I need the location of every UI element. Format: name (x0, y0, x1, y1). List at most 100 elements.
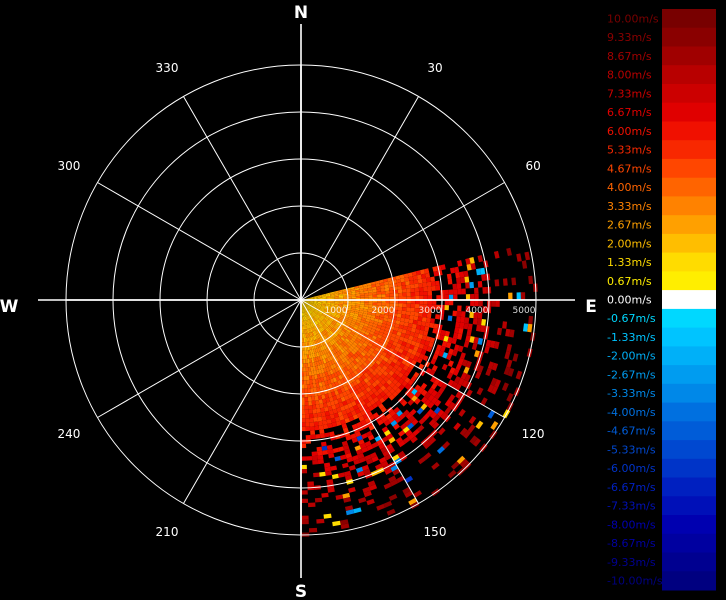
velocity-cell (330, 400, 335, 406)
velocity-cell (362, 336, 367, 341)
velocity-cell (461, 288, 466, 295)
velocity-cell (331, 404, 337, 410)
velocity-cell (313, 387, 318, 393)
velocity-cell (502, 278, 508, 286)
velocity-cell (405, 412, 413, 420)
velocity-data-layer (301, 247, 538, 537)
velocity-cell (348, 487, 356, 493)
velocity-cell (326, 401, 332, 407)
velocity-cell (342, 376, 348, 383)
velocity-cell (364, 440, 372, 447)
velocity-cell (325, 307, 330, 310)
velocity-cell (451, 337, 457, 345)
velocity-cell (342, 400, 348, 406)
velocity-cell (319, 322, 323, 327)
velocity-cell (420, 396, 428, 404)
velocity-cell (308, 409, 313, 414)
velocity-cell (319, 386, 324, 391)
velocity-cell (349, 312, 355, 316)
velocity-cell (340, 405, 346, 412)
velocity-cell (315, 307, 320, 310)
velocity-cell (306, 333, 309, 338)
velocity-cell (311, 307, 315, 310)
velocity-cell (377, 419, 384, 426)
velocity-cell (411, 388, 418, 396)
velocity-cell (309, 301, 314, 304)
velocity-cell (440, 290, 445, 296)
velocity-cell (391, 333, 397, 338)
velocity-cell (337, 309, 342, 312)
velocity-cell (333, 319, 338, 323)
velocity-cell (314, 330, 318, 335)
velocity-cell (306, 350, 309, 355)
velocity-cell (451, 461, 460, 470)
velocity-cell (343, 371, 349, 377)
velocity-cell (311, 451, 318, 457)
velocity-cell (316, 450, 323, 456)
velocity-cell (372, 294, 378, 298)
velocity-cell (429, 337, 436, 344)
velocity-cell (340, 396, 346, 402)
velocity-cell (383, 376, 389, 383)
velocity-cell (433, 323, 439, 329)
velocity-cell (330, 340, 335, 345)
velocity-cell (395, 275, 401, 280)
velocity-cell (302, 316, 304, 321)
velocity-cell (336, 371, 341, 376)
velocity-cell (351, 292, 356, 295)
velocity-cell (323, 513, 332, 519)
velocity-cell (364, 454, 372, 461)
velocity-cell (406, 288, 411, 293)
velocity-cell (308, 341, 311, 346)
velocity-cell (366, 370, 372, 376)
velocity-cell (394, 346, 400, 352)
velocity-cell (322, 385, 327, 391)
velocity-cell (326, 296, 331, 299)
velocity-cell (314, 310, 318, 314)
velocity-cell (378, 331, 384, 337)
velocity-cell (305, 300, 310, 302)
velocity-cell (304, 342, 306, 347)
velocity-cell (337, 446, 345, 452)
velocity-cell (419, 291, 424, 296)
velocity-cell (324, 432, 330, 438)
velocity-cell (414, 391, 421, 398)
velocity-cell (362, 361, 368, 367)
velocity-cell (414, 283, 419, 289)
velocity-cell (383, 314, 389, 319)
velocity-cell (506, 247, 512, 256)
velocity-cell (402, 303, 407, 308)
range-label: 1000 (325, 306, 348, 316)
velocity-cell (321, 415, 327, 421)
velocity-cell (335, 494, 344, 500)
velocity-cell (477, 281, 483, 288)
velocity-cell (351, 354, 357, 360)
velocity-cell (332, 363, 337, 369)
velocity-cell (481, 319, 487, 326)
velocity-cell (322, 297, 327, 299)
velocity-cell (376, 394, 383, 400)
velocity-cell (314, 309, 319, 313)
velocity-cell (311, 340, 314, 346)
velocity-cell (402, 288, 407, 293)
velocity-cell (369, 331, 375, 336)
velocity-cell (353, 375, 359, 381)
velocity-cell (312, 404, 317, 410)
velocity-cell (308, 303, 313, 306)
legend-label: -6.67m/s (607, 481, 656, 494)
velocity-cell (454, 376, 461, 384)
velocity-cell (306, 306, 310, 310)
velocity-cell (301, 490, 308, 495)
velocity-cell (380, 385, 387, 392)
velocity-cell (463, 270, 469, 277)
velocity-cell (408, 276, 414, 281)
velocity-cell (352, 348, 358, 353)
velocity-cell (388, 436, 396, 444)
velocity-cell (349, 382, 355, 388)
velocity-cell (427, 304, 433, 310)
velocity-cell (448, 394, 456, 402)
velocity-cell (301, 515, 309, 520)
velocity-cell (468, 415, 477, 425)
velocity-cell (317, 312, 322, 316)
velocity-cell (319, 317, 323, 321)
